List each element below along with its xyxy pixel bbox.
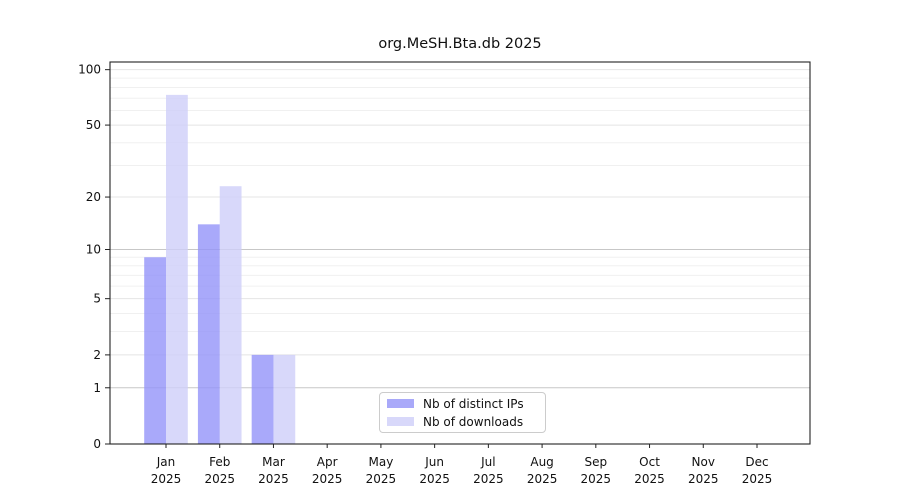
x-tick-label-month: Aug <box>530 455 553 469</box>
x-tick-label-year: 2025 <box>419 472 450 486</box>
bar-downloads-feb <box>219 186 242 444</box>
legend-label-distinct-ips: Nb of distinct IPs <box>423 396 524 411</box>
x-tick-label-year: 2025 <box>473 472 504 486</box>
legend-swatch-distinct-ips-icon <box>387 399 414 408</box>
x-tick-label-month: Sep <box>585 455 608 469</box>
bar-distinct-ips-feb <box>197 224 220 444</box>
x-tick-label-year: 2025 <box>581 472 612 486</box>
y-tick-label: 20 <box>86 190 101 204</box>
x-tick-label-month: Oct <box>639 455 660 469</box>
y-tick-label: 1 <box>93 381 101 395</box>
bar-downloads-mar <box>273 354 296 444</box>
y-tick-label: 10 <box>86 243 101 257</box>
legend-swatch-downloads-icon <box>387 417 414 426</box>
x-tick-label-month: Nov <box>692 455 715 469</box>
legend-entry-distinct-ips: Nb of distinct IPs <box>387 396 538 411</box>
x-tick-label-month: May <box>369 455 394 469</box>
x-tick-label-year: 2025 <box>151 472 182 486</box>
x-tick-label-year: 2025 <box>204 472 235 486</box>
y-tick-label: 100 <box>78 63 101 77</box>
x-tick-label-month: Mar <box>262 455 285 469</box>
bar-distinct-ips-mar <box>251 354 274 444</box>
x-tick-label-month: Feb <box>209 455 230 469</box>
x-tick-label-month: Apr <box>317 455 338 469</box>
x-tick-label-year: 2025 <box>366 472 397 486</box>
legend-label-downloads: Nb of downloads <box>423 414 524 429</box>
x-tick-label-month: Jul <box>480 455 495 469</box>
x-tick-label-month: Dec <box>745 455 768 469</box>
x-tick-label-month: Jun <box>424 455 444 469</box>
bar-distinct-ips-jan <box>144 257 166 444</box>
x-tick-label-year: 2025 <box>688 472 719 486</box>
y-tick-label: 0 <box>93 437 101 451</box>
x-tick-label-year: 2025 <box>258 472 289 486</box>
y-tick-label: 2 <box>93 348 101 362</box>
legend-entry-downloads: Nb of downloads <box>387 414 538 429</box>
chart-title: org.MeSH.Bta.db 2025 <box>378 36 542 52</box>
x-tick-label-year: 2025 <box>527 472 558 486</box>
x-tick-label-month: Jan <box>156 455 176 469</box>
x-tick-label-year: 2025 <box>312 472 343 486</box>
bar-downloads-jan <box>166 94 188 445</box>
legend: Nb of distinct IPs Nb of downloads <box>379 392 546 433</box>
x-tick-label-year: 2025 <box>634 472 665 486</box>
y-tick-label: 5 <box>93 292 101 306</box>
x-tick-label-year: 2025 <box>742 472 773 486</box>
plot-border <box>109 61 811 445</box>
y-tick-label: 50 <box>86 118 101 132</box>
